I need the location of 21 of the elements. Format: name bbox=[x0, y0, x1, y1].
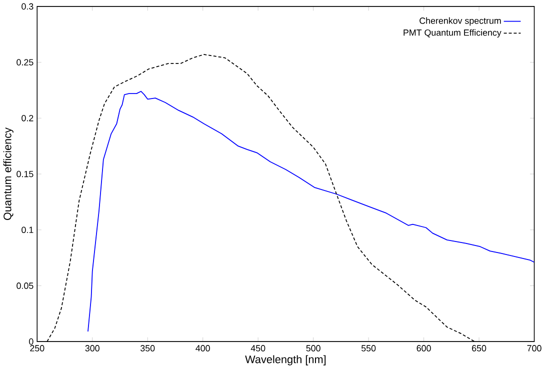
y-tick-label: 0.2 bbox=[22, 115, 34, 122]
y-tick-label: 0.25 bbox=[16, 59, 34, 66]
x-tick-label: 250 bbox=[30, 345, 44, 352]
x-tick-label: 350 bbox=[140, 345, 155, 352]
y-tick-label: 0.15 bbox=[16, 171, 34, 178]
x-tick-label: 700 bbox=[527, 345, 542, 352]
x-tick-label: 300 bbox=[85, 345, 100, 352]
y-tick-label: 0.3 bbox=[22, 3, 34, 10]
x-tick-label: 650 bbox=[472, 345, 486, 352]
x-tick-label: 400 bbox=[196, 345, 210, 352]
x-tick-label: 450 bbox=[250, 345, 266, 352]
x-axis-title: Wavelength [nm] bbox=[245, 355, 326, 366]
y-tick-label: 0.05 bbox=[16, 282, 34, 290]
y-axis-title: Quantum efficiency bbox=[3, 128, 14, 220]
legend-label: Cherenkov spectrum bbox=[420, 17, 501, 26]
x-tick-label: 500 bbox=[306, 345, 320, 352]
legend-label: PMT Quantum Efficiency bbox=[404, 29, 502, 38]
y-tick-label: 0 bbox=[29, 338, 34, 345]
x-tick-label: 600 bbox=[416, 345, 431, 352]
x-tick-label: 550 bbox=[361, 345, 376, 352]
y-tick-label: 0.1 bbox=[22, 226, 34, 234]
